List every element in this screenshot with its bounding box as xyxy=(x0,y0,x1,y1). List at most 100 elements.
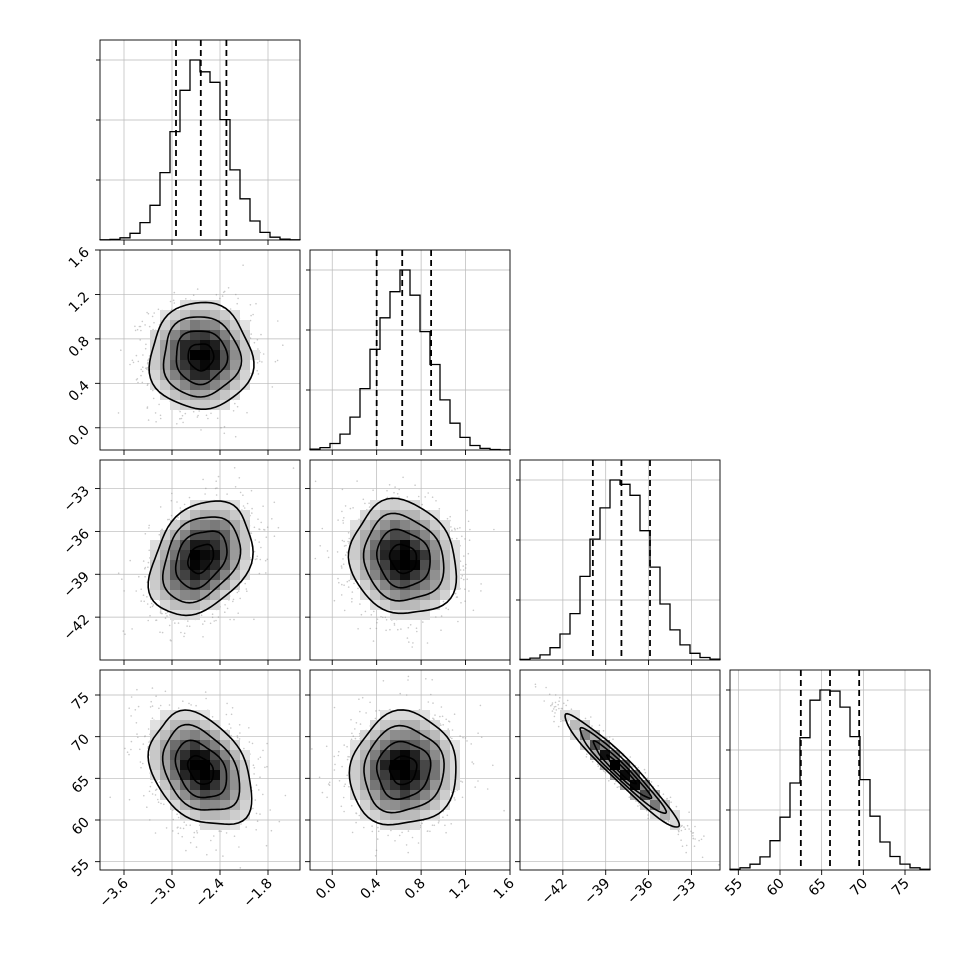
density-cell xyxy=(190,310,200,320)
scatter-point xyxy=(249,319,252,322)
scatter-point xyxy=(356,480,358,482)
scatter-point xyxy=(155,421,157,423)
scatter-point xyxy=(236,302,238,305)
density-cell xyxy=(400,520,410,530)
scatter-point xyxy=(148,741,150,743)
scatter-point xyxy=(233,618,235,621)
scatter-point xyxy=(397,628,399,631)
scatter-point xyxy=(253,341,256,344)
scatter-point xyxy=(345,544,347,547)
scatter-point xyxy=(343,584,345,586)
scatter-point xyxy=(239,597,241,600)
scatter-point xyxy=(185,824,188,826)
scatter-point xyxy=(134,325,136,328)
density-cell xyxy=(190,540,200,550)
scatter-point xyxy=(348,541,351,543)
scatter-point xyxy=(144,567,146,570)
scatter-point xyxy=(131,628,133,630)
scatter-point xyxy=(402,476,404,479)
scatter-point xyxy=(244,582,246,585)
scatter-point xyxy=(141,381,144,384)
density-cell xyxy=(170,600,180,610)
density-cell xyxy=(180,530,190,540)
scatter-point xyxy=(462,569,465,571)
density-cell xyxy=(180,340,190,350)
scatter-point xyxy=(234,486,237,488)
density-cell xyxy=(200,380,210,390)
density-cell xyxy=(230,530,240,540)
scatter-point xyxy=(373,610,375,613)
density-cells xyxy=(350,500,460,620)
scatter-point xyxy=(232,600,234,603)
scatter-point xyxy=(196,416,199,418)
scatter-point xyxy=(135,590,137,592)
density-cell xyxy=(350,550,360,560)
scatter-point xyxy=(123,590,125,592)
scatter-point xyxy=(138,575,140,578)
scatter-point xyxy=(249,532,252,534)
density-cell xyxy=(350,560,360,570)
density-cell xyxy=(410,520,420,530)
density-cell xyxy=(150,580,160,590)
scatter-point xyxy=(181,414,184,417)
density-cell xyxy=(230,330,240,340)
scatter-point xyxy=(435,500,437,502)
density-cell xyxy=(200,520,210,530)
scatter-point xyxy=(357,587,359,590)
scatter-point xyxy=(415,627,418,629)
density-cell xyxy=(360,580,370,590)
scatter-point xyxy=(451,537,453,540)
density-cell xyxy=(170,540,180,550)
density-cell xyxy=(170,560,180,570)
scatter-point xyxy=(386,489,388,492)
scatter-point xyxy=(255,558,258,560)
scatter-point xyxy=(338,581,340,584)
scatter-point xyxy=(184,412,187,415)
scatter-point xyxy=(177,707,180,709)
scatter-point xyxy=(372,640,375,642)
scatter-point xyxy=(183,503,186,506)
density-cell xyxy=(390,560,400,570)
scatter-point xyxy=(187,620,189,622)
scatter-point xyxy=(284,794,287,797)
scatter-point xyxy=(480,590,482,592)
scatter-point xyxy=(151,315,154,318)
density-cell xyxy=(400,550,410,560)
contour-level-2 xyxy=(162,316,243,398)
scatter-point xyxy=(319,545,322,547)
density-cell xyxy=(170,570,180,580)
contour-level-2 xyxy=(362,512,445,602)
density-cell xyxy=(210,540,220,550)
density-cell xyxy=(360,520,370,530)
scatter-point xyxy=(239,491,242,494)
density-cell xyxy=(210,380,220,390)
density-cell xyxy=(220,560,230,570)
scatter-point xyxy=(211,716,214,718)
scatter-point xyxy=(146,603,149,605)
density-cell xyxy=(420,570,430,580)
scatter-point xyxy=(256,362,259,364)
scatter-point xyxy=(149,819,151,821)
contour-level-3 xyxy=(347,497,458,615)
scatter-point xyxy=(120,349,122,352)
density-cell xyxy=(200,550,210,560)
density-cell xyxy=(220,370,230,380)
scatter-point xyxy=(347,532,350,534)
density-cell xyxy=(370,590,380,600)
density-cell xyxy=(220,520,230,530)
scatter-point xyxy=(144,575,146,578)
scatter-point xyxy=(341,539,344,542)
scatter-point xyxy=(166,615,168,617)
scatter-point xyxy=(435,616,437,618)
scatter-point xyxy=(232,410,235,412)
density-cell xyxy=(210,370,220,380)
density-cell xyxy=(410,590,420,600)
scatter-point xyxy=(251,507,253,510)
density-cell xyxy=(210,550,220,560)
scatter-point xyxy=(265,844,268,847)
scatter-point xyxy=(237,590,240,592)
density-cell xyxy=(170,310,180,320)
scatter-point xyxy=(180,417,183,420)
scatter-point xyxy=(321,527,324,530)
scatter-point xyxy=(173,302,176,304)
